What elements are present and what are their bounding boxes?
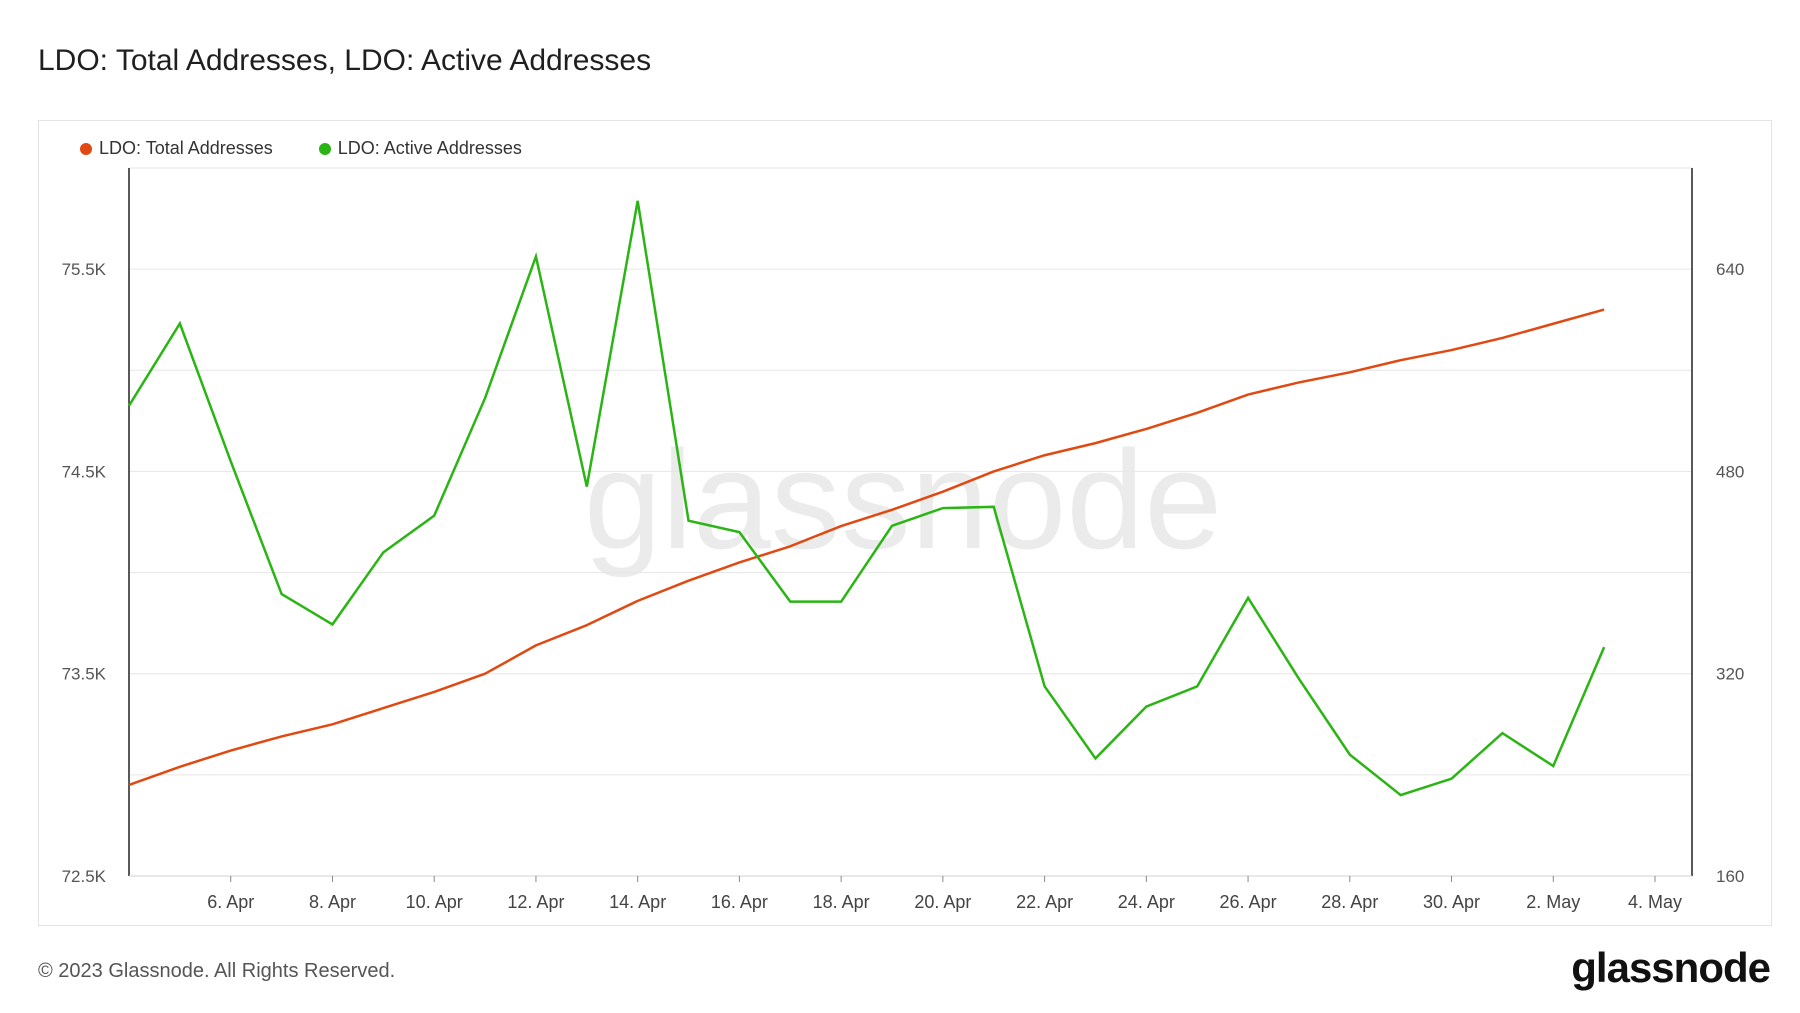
glassnode-logo: glassnode [1571,944,1771,991]
right-tick-label: 640 [1716,260,1744,279]
x-tick-label: 6. Apr [207,892,254,912]
left-tick-label: 74.5K [62,462,107,481]
x-tick-label: 4. May [1628,892,1682,912]
legend-item-active-addresses[interactable]: LDO: Active Addresses [318,138,522,159]
series-line-total-addresses [128,308,1605,787]
watermark: glassnode [584,421,1222,578]
x-tick-label: 18. Apr [813,892,870,912]
x-tick-label: 8. Apr [309,892,356,912]
x-tick-label: 12. Apr [507,892,564,912]
x-tick-label: 24. Apr [1118,892,1175,912]
x-tick-label: 14. Apr [609,892,666,912]
copyright-text: © 2023 Glassnode. All Rights Reserved. [38,960,396,982]
legend-item-total-addresses[interactable]: LDO: Total Addresses [80,138,273,159]
legend-label-total: LDO: Total Addresses [99,138,273,158]
chart-legend: LDO: Total Addresses LDO: Active Address… [80,138,522,159]
right-tick-label: 480 [1716,462,1744,481]
x-tick-label: 28. Apr [1321,892,1378,912]
x-tick-label: 2. May [1526,892,1580,912]
chart-title: LDO: Total Addresses, LDO: Active Addres… [38,44,652,77]
legend-dot-total [80,142,92,155]
series-line-active-addresses [127,200,1606,797]
legend-label-active: LDO: Active Addresses [337,138,522,158]
legend-dot-active [318,142,331,155]
left-tick-label: 72.5K [62,867,107,886]
x-tick-label: 20. Apr [914,892,971,912]
x-tick-label: 30. Apr [1423,892,1480,912]
left-tick-label: 75.5K [62,260,107,279]
x-tick-label: 22. Apr [1016,892,1073,912]
left-tick-label: 73.5K [62,665,107,684]
x-tick-label: 26. Apr [1220,892,1277,912]
x-tick-label: 10. Apr [406,892,463,912]
x-tick-label: 16. Apr [711,892,768,912]
right-tick-label: 320 [1716,665,1744,684]
right-tick-label: 160 [1716,867,1744,886]
chart-frame [38,120,1772,926]
